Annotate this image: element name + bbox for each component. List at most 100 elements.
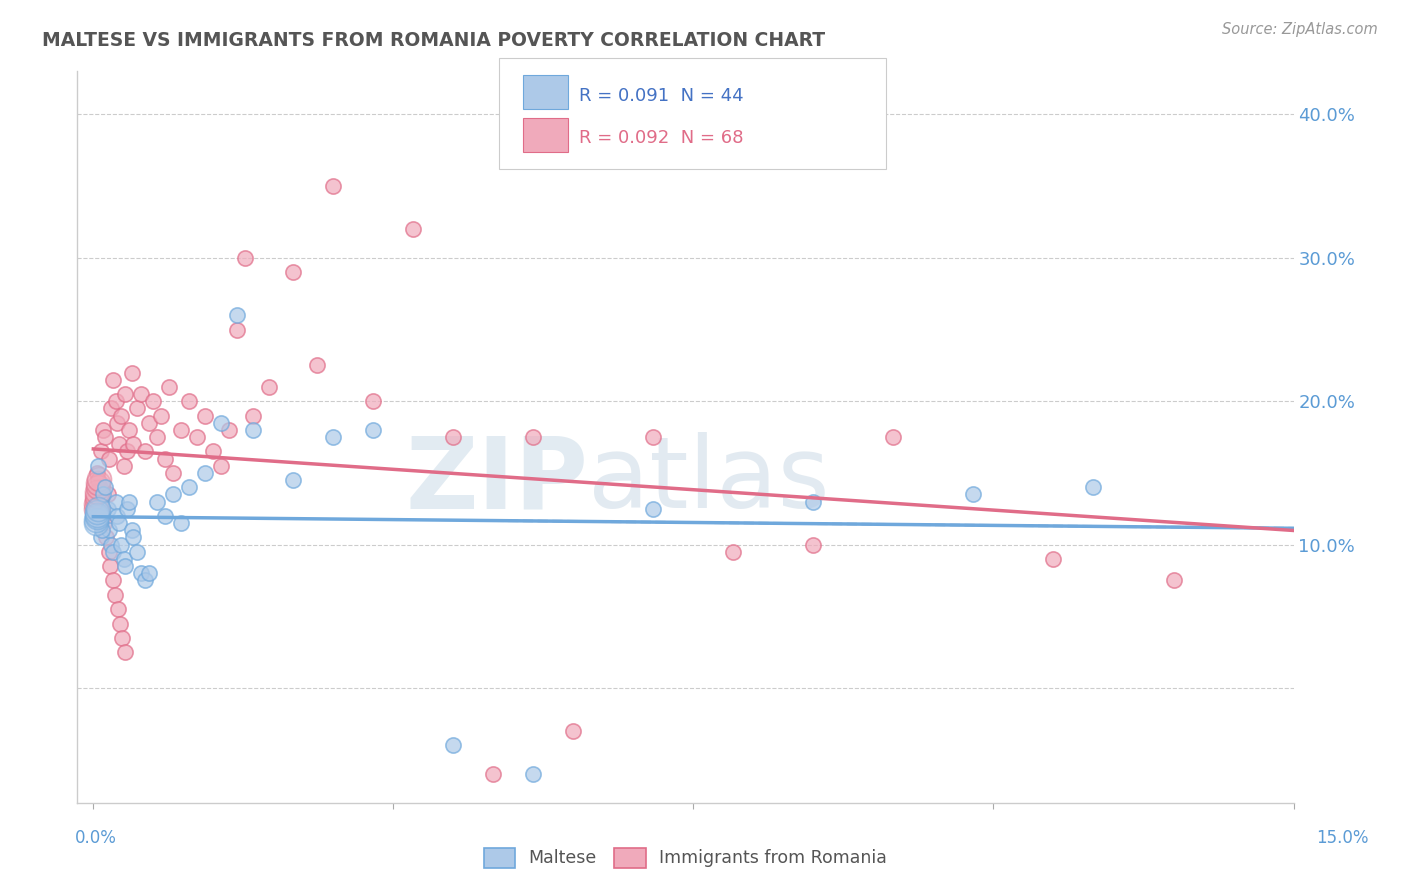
Point bbox=[91, 524, 114, 538]
Point bbox=[112, 458, 135, 473]
Point bbox=[105, 416, 128, 430]
Point bbox=[114, 559, 136, 574]
Point bbox=[482, 767, 505, 781]
Point bbox=[94, 480, 117, 494]
Point bbox=[91, 423, 114, 437]
Point bbox=[1083, 480, 1105, 494]
Point bbox=[179, 394, 201, 409]
Point bbox=[643, 501, 665, 516]
Point bbox=[307, 359, 329, 373]
Text: 15.0%: 15.0% bbox=[1316, 829, 1369, 847]
Point bbox=[87, 472, 110, 486]
Point bbox=[112, 552, 135, 566]
Point bbox=[90, 444, 112, 458]
Point bbox=[94, 430, 117, 444]
Point bbox=[170, 423, 193, 437]
Point bbox=[322, 430, 344, 444]
Point bbox=[108, 616, 131, 631]
Point bbox=[108, 437, 131, 451]
Point bbox=[111, 631, 134, 645]
Point bbox=[86, 489, 108, 503]
Point bbox=[91, 501, 114, 516]
Point bbox=[146, 494, 169, 508]
Point bbox=[86, 484, 108, 499]
Point bbox=[103, 373, 125, 387]
Point bbox=[115, 444, 138, 458]
Point bbox=[87, 480, 110, 494]
Point bbox=[155, 508, 177, 523]
Point bbox=[138, 416, 160, 430]
Point bbox=[86, 493, 108, 508]
Point bbox=[150, 409, 173, 423]
Point bbox=[87, 501, 110, 516]
Point bbox=[86, 508, 108, 523]
Point bbox=[242, 423, 264, 437]
Point bbox=[1163, 574, 1185, 588]
Point bbox=[98, 559, 121, 574]
Point bbox=[97, 487, 120, 501]
Point bbox=[209, 458, 232, 473]
Point bbox=[242, 409, 264, 423]
Point bbox=[562, 724, 585, 739]
Point bbox=[322, 179, 344, 194]
Point bbox=[186, 430, 208, 444]
Point bbox=[226, 308, 249, 322]
Point bbox=[94, 531, 117, 545]
Point bbox=[363, 423, 385, 437]
Point bbox=[142, 394, 165, 409]
Point bbox=[131, 387, 153, 401]
Point bbox=[522, 767, 544, 781]
Point bbox=[194, 409, 217, 423]
Point bbox=[87, 458, 110, 473]
Point bbox=[134, 574, 156, 588]
Point bbox=[283, 265, 305, 279]
Point bbox=[157, 380, 180, 394]
Text: Source: ZipAtlas.com: Source: ZipAtlas.com bbox=[1222, 22, 1378, 37]
Point bbox=[209, 416, 232, 430]
Point bbox=[803, 494, 825, 508]
Point bbox=[162, 466, 184, 480]
Point bbox=[118, 494, 141, 508]
Point bbox=[104, 494, 127, 508]
Point bbox=[87, 473, 110, 487]
Point bbox=[101, 574, 124, 588]
Point bbox=[115, 501, 138, 516]
Point bbox=[127, 401, 149, 416]
Point bbox=[104, 394, 127, 409]
Point bbox=[723, 545, 745, 559]
Point bbox=[89, 480, 111, 494]
Text: R = 0.091  N = 44: R = 0.091 N = 44 bbox=[579, 87, 744, 105]
Point bbox=[259, 380, 281, 394]
Point bbox=[155, 451, 177, 466]
Point bbox=[803, 538, 825, 552]
Point bbox=[108, 516, 131, 530]
Point bbox=[86, 505, 108, 519]
Point bbox=[87, 475, 110, 490]
Point bbox=[97, 501, 120, 516]
Point bbox=[962, 487, 984, 501]
Point bbox=[194, 466, 217, 480]
Text: R = 0.092  N = 68: R = 0.092 N = 68 bbox=[579, 129, 744, 147]
Point bbox=[97, 545, 120, 559]
Point bbox=[127, 545, 149, 559]
Point bbox=[98, 524, 121, 538]
Point bbox=[89, 516, 111, 530]
Point bbox=[441, 739, 464, 753]
Point bbox=[114, 645, 136, 659]
Point bbox=[104, 588, 127, 602]
Point bbox=[107, 602, 129, 616]
Point bbox=[121, 524, 143, 538]
Text: 0.0%: 0.0% bbox=[75, 829, 117, 847]
Point bbox=[110, 409, 132, 423]
Point bbox=[122, 437, 145, 451]
Point bbox=[91, 487, 114, 501]
Point bbox=[643, 430, 665, 444]
Point bbox=[98, 451, 121, 466]
Point bbox=[110, 538, 132, 552]
Text: MALTESE VS IMMIGRANTS FROM ROMANIA POVERTY CORRELATION CHART: MALTESE VS IMMIGRANTS FROM ROMANIA POVER… bbox=[42, 31, 825, 50]
Point bbox=[100, 401, 122, 416]
Point bbox=[90, 487, 112, 501]
Point bbox=[138, 566, 160, 581]
Point bbox=[90, 531, 112, 545]
Point bbox=[122, 531, 145, 545]
